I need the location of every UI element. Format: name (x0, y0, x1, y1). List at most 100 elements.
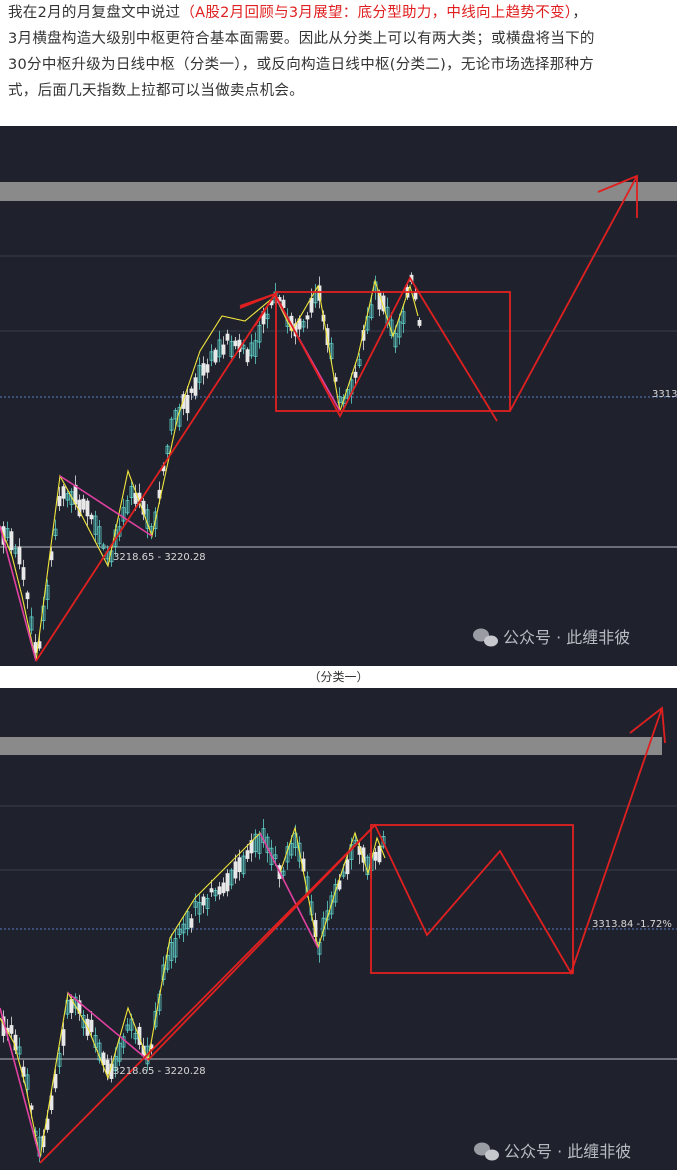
article-link-title[interactable]: （A股2月回顾与3月展望：底分型助力，中线向上趋势不变） (180, 5, 573, 21)
candle (257, 834, 262, 854)
article-line-1-tail: ， (572, 5, 588, 21)
candle (253, 833, 258, 853)
candle (69, 491, 74, 505)
candle (153, 1010, 158, 1028)
article-line-1-text: 我在2月的月复盘文中说过 (8, 5, 181, 21)
candle (17, 546, 22, 565)
candle (217, 339, 222, 358)
candle (89, 514, 94, 520)
red-arrow-head (597, 174, 638, 218)
candle (345, 859, 350, 875)
chart-1-strokes (0, 278, 419, 662)
candle (113, 1055, 118, 1072)
yellow-stroke-line (0, 278, 419, 662)
wechat-icon (473, 628, 498, 647)
candle (5, 528, 10, 538)
candle (25, 1074, 30, 1090)
article-line-2: 3月横盘构造大级别中枢更符合基本面需要。因此从分类上可以有两大类；或横盘将当下的 (8, 31, 595, 47)
candle (281, 870, 286, 876)
candle (169, 941, 174, 961)
candle (129, 1018, 134, 1031)
candle (273, 854, 278, 859)
pivot-box (275, 291, 511, 412)
candle (93, 515, 98, 535)
candle (61, 486, 66, 499)
watermark-1-text: 公众号 · 此缠非彼 (503, 628, 630, 647)
candle (65, 493, 70, 501)
candle (325, 910, 330, 921)
candle (341, 871, 346, 877)
candle (189, 918, 194, 928)
candle (253, 340, 258, 357)
candle (49, 1095, 54, 1111)
candle (153, 511, 158, 530)
candle (17, 1046, 22, 1055)
candle (213, 890, 218, 897)
candle (205, 364, 210, 373)
candle (165, 445, 170, 455)
candle (177, 928, 182, 936)
red-trend-line (147, 707, 663, 1061)
candle (201, 363, 206, 376)
chart-2-candles (1, 818, 386, 1163)
magenta-segment-line (0, 1007, 41, 1159)
candle (133, 492, 138, 504)
chart-1-candles (1, 272, 422, 658)
candle (9, 531, 14, 551)
magenta-segment-line (67, 992, 149, 1061)
resistance-band (0, 182, 677, 201)
candle (101, 544, 106, 549)
candle (221, 344, 226, 355)
red-arrow-head (629, 706, 666, 744)
candle (397, 321, 402, 338)
candle (125, 1024, 130, 1031)
candle (289, 843, 294, 856)
candle (249, 840, 254, 854)
watermark-1: 公众号 · 此缠非彼 (473, 628, 630, 647)
candle (301, 321, 306, 328)
candle (97, 1042, 102, 1061)
candle (173, 410, 178, 420)
candle (353, 371, 358, 378)
caption-scenario-1: （分类一） (308, 670, 369, 684)
candle (333, 884, 338, 903)
candle (329, 895, 334, 915)
candle (201, 896, 206, 906)
watermark-2: 公众号 · 此缠非彼 (474, 1142, 631, 1161)
candle (245, 850, 250, 859)
red-arrow-head (239, 292, 278, 327)
candle (249, 342, 254, 357)
magenta-segment-line (59, 475, 153, 537)
candle (305, 315, 310, 320)
candle (297, 842, 302, 862)
candle (417, 320, 422, 326)
candle (213, 349, 218, 363)
chart-2-svg: 3218.65 - 3220.28 3313.84 -1.72% 公众号 · 此… (0, 706, 677, 1164)
article-line-4: 式，后面几天指数上拉都可以当做卖点机会。 (8, 83, 304, 99)
candle (217, 886, 222, 895)
candle (197, 365, 202, 383)
candle (229, 869, 234, 886)
candle (209, 351, 214, 361)
candle (169, 418, 174, 431)
chart-panel-scenario-2: 3218.65 - 3220.28 3313.84 -1.72% 公众号 · 此… (0, 688, 677, 1170)
candle (25, 592, 30, 600)
candle (185, 394, 190, 414)
chart-1-low-label: 3218.65 - 3220.28 (113, 552, 206, 563)
candle (237, 857, 242, 873)
chart-1-price-label: 3313 (652, 389, 677, 400)
candle (185, 911, 190, 930)
candle (245, 349, 250, 363)
article-paragraph: 我在2月的月复盘文中说过（A股2月回顾与3月展望：底分型助力，中线向上趋势不变）… (8, 0, 676, 104)
candle (241, 855, 246, 875)
candle (225, 333, 230, 341)
candle (197, 902, 202, 915)
article-line-3: 30分中枢升级为日线中枢（分类一），或反向构造日线中枢(分类二)，无论市场选择那… (8, 57, 595, 73)
candle (229, 340, 234, 357)
red-trend-line (39, 824, 376, 1164)
resistance-band (0, 737, 662, 755)
candle (53, 528, 58, 537)
candle (9, 1025, 14, 1034)
candle (413, 291, 418, 300)
candle (53, 1074, 58, 1089)
